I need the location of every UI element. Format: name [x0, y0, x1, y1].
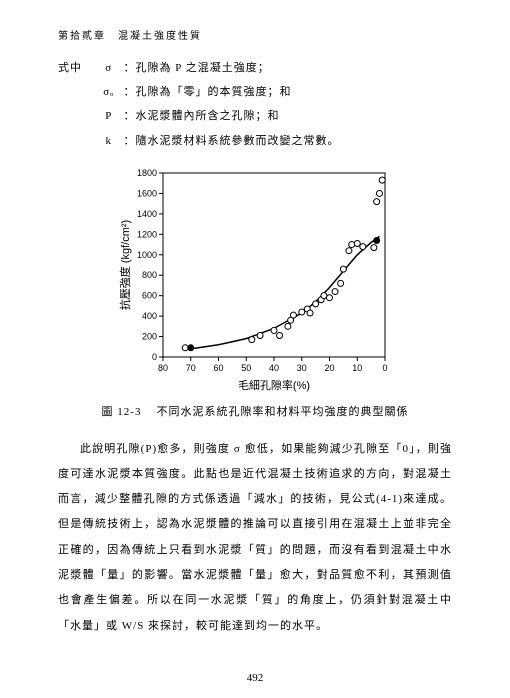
- svg-text:70: 70: [186, 363, 196, 373]
- svg-text:1600: 1600: [137, 188, 157, 198]
- def-text: ：隨水泥漿材料系統參數而改變之常數。: [124, 135, 340, 147]
- svg-text:600: 600: [142, 290, 157, 300]
- def-sym: P: [98, 104, 120, 128]
- svg-text:0: 0: [382, 363, 387, 373]
- svg-text:1400: 1400: [137, 209, 157, 219]
- svg-text:0: 0: [152, 352, 157, 362]
- def-lead: 式中: [58, 56, 94, 80]
- svg-text:50: 50: [241, 363, 251, 373]
- definitions: 式中 σ ：孔隙為 P 之混凝土強度； σₒ ：孔隙為「零」的本質強度；和 P …: [58, 56, 452, 153]
- svg-text:毛細孔隙率(%): 毛細孔隙率(%): [238, 378, 310, 392]
- running-head: 第拾貳章 混凝土強度性質: [58, 28, 452, 46]
- svg-text:20: 20: [324, 363, 334, 373]
- def-sym: k: [98, 129, 120, 153]
- def-sym: σₒ: [98, 80, 120, 104]
- svg-text:40: 40: [269, 363, 279, 373]
- figure-caption: 圖 12-3 不同水泥系統孔隙率和材料平均強度的典型關係: [58, 403, 452, 423]
- svg-text:1200: 1200: [137, 229, 157, 239]
- svg-text:1000: 1000: [137, 250, 157, 260]
- porosity-strength-chart: 8070605040302010002004006008001000120014…: [115, 165, 395, 395]
- svg-text:10: 10: [352, 363, 362, 373]
- def-sym: σ: [98, 56, 120, 80]
- svg-text:200: 200: [142, 331, 157, 341]
- def-text: ：孔隙為「零」的本質強度；和: [124, 86, 292, 98]
- svg-text:30: 30: [297, 363, 307, 373]
- figure-label: 圖 12-3: [102, 406, 142, 418]
- svg-text:1800: 1800: [137, 168, 157, 178]
- svg-text:800: 800: [142, 270, 157, 280]
- svg-text:抗壓強度 (kgf/cm²): 抗壓強度 (kgf/cm²): [118, 220, 132, 310]
- svg-text:400: 400: [142, 311, 157, 321]
- svg-text:60: 60: [213, 363, 223, 373]
- page-number: 492: [0, 672, 510, 684]
- def-text: ：水泥漿體內所含之孔隙；和: [124, 110, 280, 122]
- paragraph: 此說明孔隙(P)愈多，則強度 σ 愈低，如果能夠減少孔隙至「0」，則強度可達水泥…: [58, 437, 452, 639]
- def-text: ：孔隙為 P 之混凝土強度；: [124, 62, 270, 74]
- svg-text:80: 80: [158, 363, 168, 373]
- figure-text: 不同水泥系統孔隙率和材料平均強度的典型關係: [156, 406, 408, 418]
